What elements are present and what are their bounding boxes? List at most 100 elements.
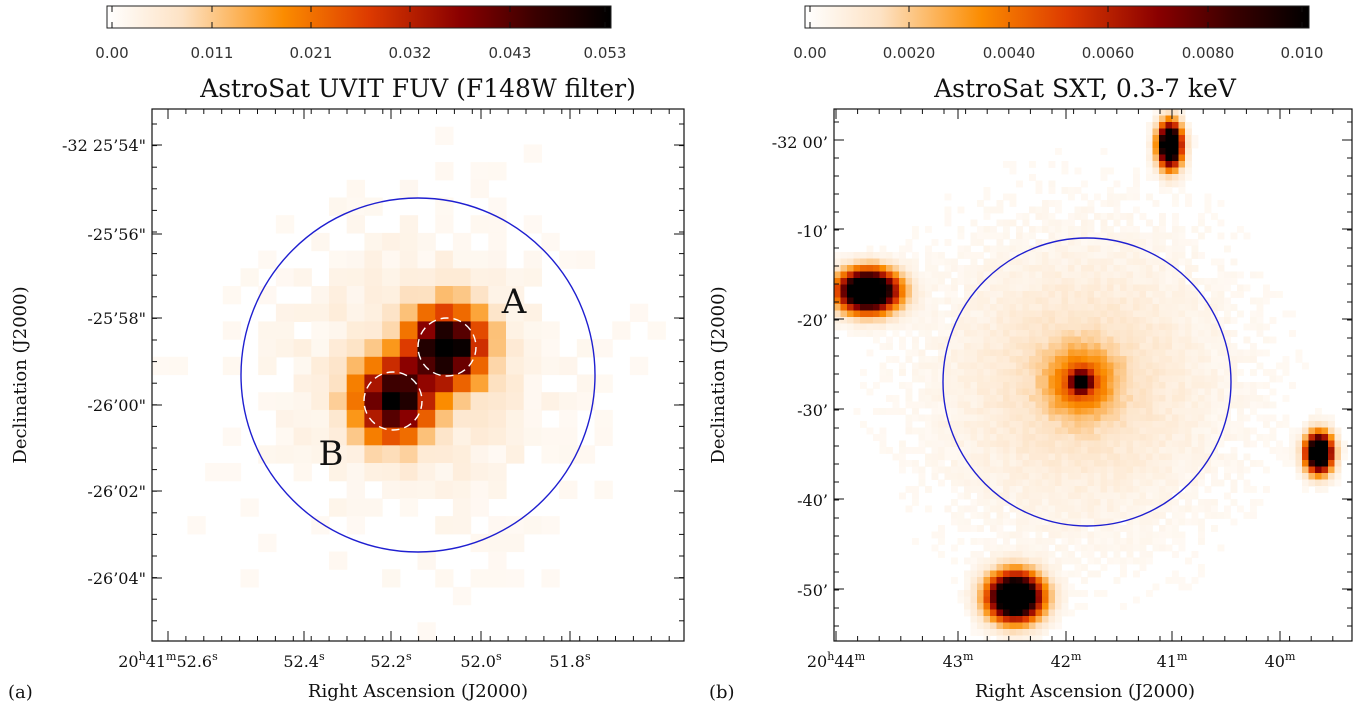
pixel [1107,492,1114,500]
pixel [977,336,984,344]
pixel [346,286,365,305]
pixel [1022,460,1030,467]
pixel [1120,193,1127,201]
pixel [866,291,874,298]
pixel [1003,551,1010,558]
pixel [523,215,542,234]
pixel [1204,284,1212,292]
pixel [1256,271,1264,279]
pixel [1074,206,1082,214]
pixel [1009,356,1017,363]
pixel [1009,245,1017,253]
pixel [1029,629,1036,636]
pixel [1016,590,1023,597]
pixel [1107,336,1114,344]
pixel [1029,161,1036,168]
pixel [1146,239,1153,246]
pixel [1191,486,1199,493]
pixel [1191,466,1199,474]
pixel [983,245,991,253]
pixel [1016,453,1023,461]
pixel [1016,518,1023,526]
pixel [1224,356,1231,363]
pixel [1042,343,1049,350]
pixel [1094,382,1101,389]
pixel [1256,395,1264,402]
pixel [1068,401,1075,409]
pixel [1165,349,1173,357]
pixel [1074,453,1082,461]
pixel [1016,343,1023,350]
pixel [1035,551,1043,558]
pixel [1139,499,1147,506]
pixel [1100,395,1108,402]
pixel [1178,167,1186,175]
pixel [964,570,971,578]
pixel [1009,375,1017,383]
pixel [1003,538,1010,545]
pixel [1256,499,1264,506]
pixel [1159,278,1166,285]
pixel [1055,577,1062,584]
pixel [435,250,454,269]
pixel [892,271,900,279]
pixel [1061,252,1069,259]
pixel [1042,473,1049,480]
pixel [1016,317,1023,324]
pixel [931,362,939,370]
pixel [977,343,984,350]
pixel [1100,148,1108,155]
pixel [866,330,874,337]
pixel [1087,479,1095,487]
pixel [1003,499,1010,506]
pixel [886,297,893,305]
source-label-a: A [501,282,527,322]
pixel [1230,499,1238,506]
pixel [488,162,507,181]
pixel [311,286,330,305]
pixel [996,200,1004,207]
pixel [1146,258,1153,266]
pixel [488,197,507,216]
pixel [1152,323,1160,331]
pixel [1152,310,1160,318]
pixel [1081,505,1088,513]
pixel [1133,570,1140,578]
pixel [1152,486,1160,493]
pixel [1237,226,1244,233]
pixel [1094,453,1101,461]
pixel [1081,271,1088,279]
pixel [1217,544,1225,552]
pixel [1042,265,1049,272]
pixel [1022,239,1030,246]
pixel [1120,258,1127,266]
pixel [957,525,965,532]
pixel [990,382,997,389]
pixel [1172,440,1179,448]
pixel [931,531,939,539]
pixel [1048,427,1056,435]
pixel [1113,213,1121,220]
pixel [1308,466,1316,474]
pixel [1126,375,1134,383]
pixel [1100,317,1108,324]
pixel [1016,421,1023,428]
pixel [996,206,1004,214]
pixel [1022,271,1030,279]
pixel [1029,414,1036,422]
pixel [912,538,919,545]
pixel [970,297,978,305]
pixel [1035,330,1043,337]
pixel [1048,395,1056,402]
pixel [417,321,436,340]
pixel [977,278,984,285]
pixel [1321,427,1329,435]
pixel [1107,278,1114,285]
xtick-a-2: 52.2s [370,650,412,671]
pixel [1074,440,1082,448]
pixel [1016,414,1023,422]
pixel [1172,258,1179,266]
pixel [1139,239,1147,246]
pixel [1016,310,1023,318]
pixel [1074,213,1082,220]
